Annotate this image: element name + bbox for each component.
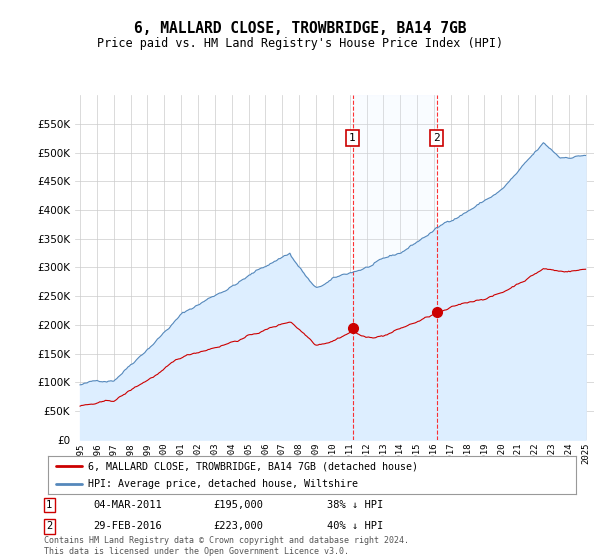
Text: 2: 2 xyxy=(433,133,440,143)
Text: 38% ↓ HPI: 38% ↓ HPI xyxy=(327,500,383,510)
Text: 29-FEB-2016: 29-FEB-2016 xyxy=(93,521,162,531)
Text: 1: 1 xyxy=(349,133,356,143)
Text: Price paid vs. HM Land Registry's House Price Index (HPI): Price paid vs. HM Land Registry's House … xyxy=(97,37,503,50)
Text: 6, MALLARD CLOSE, TROWBRIDGE, BA14 7GB: 6, MALLARD CLOSE, TROWBRIDGE, BA14 7GB xyxy=(134,21,466,36)
Text: 6, MALLARD CLOSE, TROWBRIDGE, BA14 7GB (detached house): 6, MALLARD CLOSE, TROWBRIDGE, BA14 7GB (… xyxy=(88,461,418,471)
Text: 2: 2 xyxy=(46,521,52,531)
Text: HPI: Average price, detached house, Wiltshire: HPI: Average price, detached house, Wilt… xyxy=(88,479,358,489)
Text: £195,000: £195,000 xyxy=(213,500,263,510)
Text: £223,000: £223,000 xyxy=(213,521,263,531)
Text: 1: 1 xyxy=(46,500,52,510)
Bar xyxy=(353,95,437,440)
Text: 04-MAR-2011: 04-MAR-2011 xyxy=(93,500,162,510)
Text: 40% ↓ HPI: 40% ↓ HPI xyxy=(327,521,383,531)
Text: Contains HM Land Registry data © Crown copyright and database right 2024.
This d: Contains HM Land Registry data © Crown c… xyxy=(44,536,409,556)
